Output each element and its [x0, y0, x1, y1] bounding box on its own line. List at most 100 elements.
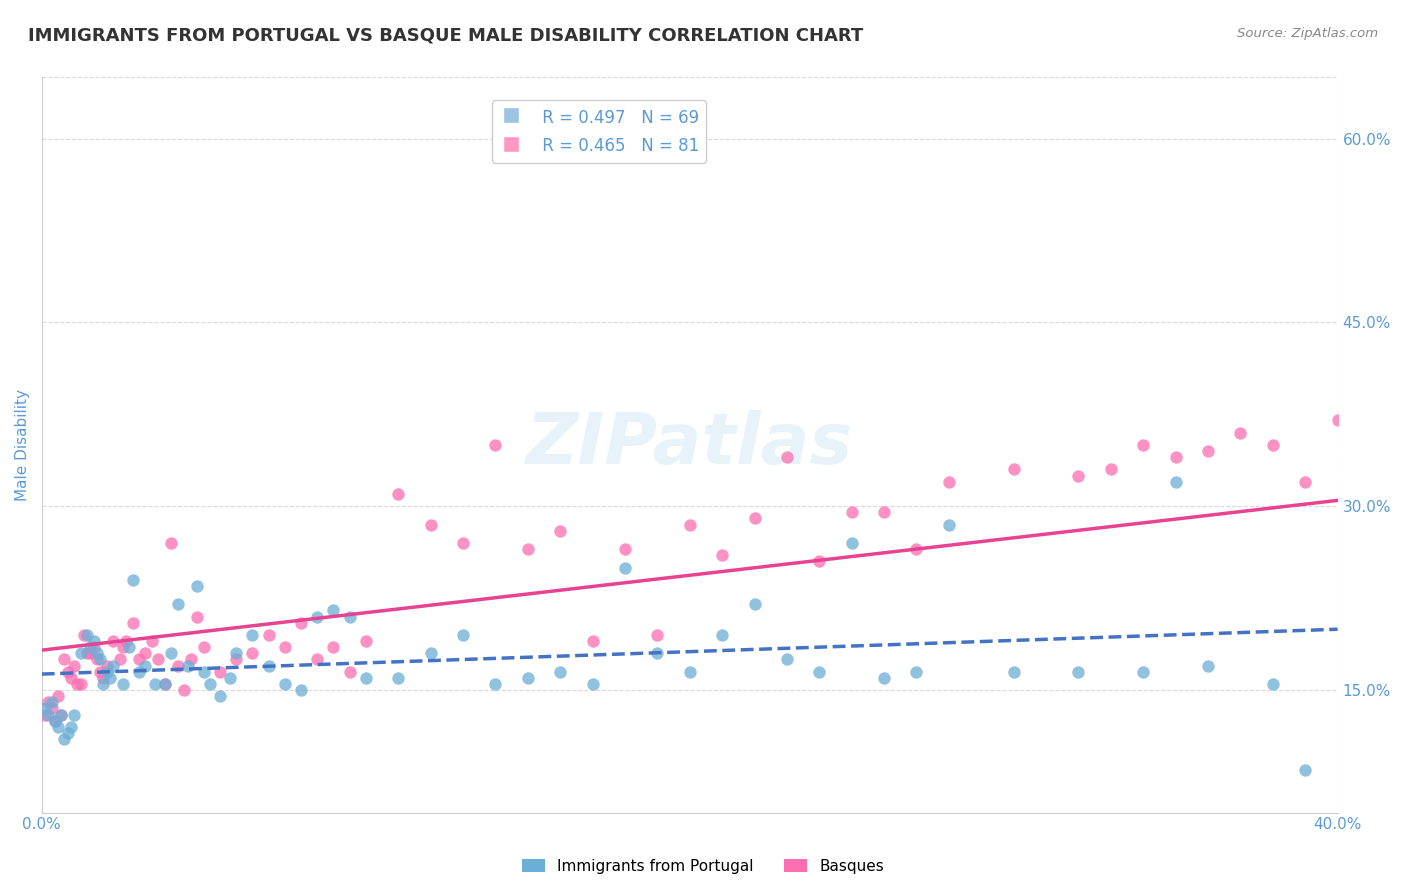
Point: [711, 548, 734, 562]
Point: [873, 505, 896, 519]
Point: [905, 665, 928, 679]
Point: [193, 665, 215, 679]
Point: [101, 634, 124, 648]
Point: [51, 707, 73, 722]
Point: [148, 652, 170, 666]
Point: [548, 665, 571, 679]
Point: [167, 597, 190, 611]
Point: [63, 658, 86, 673]
Point: [167, 658, 190, 673]
Point: [322, 640, 344, 654]
Point: [1164, 450, 1187, 465]
Point: [647, 628, 669, 642]
Point: [841, 505, 863, 519]
Point: [34, 707, 56, 722]
Point: [679, 665, 702, 679]
Point: [89, 652, 111, 666]
Point: [101, 658, 124, 673]
Point: [128, 665, 150, 679]
Point: [76, 646, 98, 660]
Point: [93, 671, 115, 685]
Point: [613, 542, 636, 557]
Legend:  R = 0.497   N = 69,  R = 0.465   N = 81: R = 0.497 N = 69, R = 0.465 N = 81: [492, 101, 706, 163]
Point: [93, 677, 115, 691]
Point: [218, 671, 240, 685]
Point: [307, 652, 329, 666]
Point: [83, 634, 105, 648]
Point: [121, 615, 143, 630]
Point: [679, 517, 702, 532]
Point: [176, 658, 198, 673]
Point: [225, 652, 247, 666]
Point: [46, 720, 69, 734]
Point: [208, 665, 231, 679]
Point: [134, 658, 156, 673]
Point: [274, 677, 297, 691]
Point: [153, 677, 176, 691]
Point: [56, 726, 79, 740]
Point: [419, 646, 441, 660]
Point: [1002, 462, 1025, 476]
Point: [1326, 413, 1348, 427]
Point: [242, 628, 264, 642]
Point: [160, 646, 183, 660]
Point: [613, 560, 636, 574]
Point: [186, 609, 208, 624]
Point: [1099, 462, 1122, 476]
Point: [96, 658, 118, 673]
Point: [744, 511, 766, 525]
Legend: Immigrants from Portugal, Basques: Immigrants from Portugal, Basques: [516, 853, 890, 880]
Point: [37, 695, 59, 709]
Point: [41, 701, 63, 715]
Point: [56, 665, 79, 679]
Point: [938, 517, 960, 532]
Point: [484, 677, 506, 691]
Point: [1261, 677, 1284, 691]
Point: [387, 487, 409, 501]
Point: [86, 646, 108, 660]
Point: [143, 677, 166, 691]
Point: [44, 714, 66, 728]
Point: [111, 640, 134, 654]
Point: [1358, 316, 1381, 330]
Point: [387, 671, 409, 685]
Point: [160, 536, 183, 550]
Point: [79, 640, 101, 654]
Point: [59, 720, 82, 734]
Point: [34, 701, 56, 715]
Y-axis label: Male Disability: Male Disability: [15, 389, 30, 501]
Point: [1067, 665, 1090, 679]
Point: [1294, 475, 1316, 489]
Point: [1261, 438, 1284, 452]
Point: [1197, 658, 1219, 673]
Point: [180, 652, 202, 666]
Point: [581, 677, 603, 691]
Point: [69, 646, 91, 660]
Point: [128, 652, 150, 666]
Point: [274, 640, 297, 654]
Point: [121, 573, 143, 587]
Point: [173, 683, 195, 698]
Point: [115, 634, 138, 648]
Point: [322, 603, 344, 617]
Point: [873, 671, 896, 685]
Point: [1132, 665, 1154, 679]
Point: [257, 628, 280, 642]
Point: [79, 646, 101, 660]
Text: ZIPatlas: ZIPatlas: [526, 410, 853, 480]
Point: [69, 677, 91, 691]
Point: [516, 542, 538, 557]
Point: [516, 671, 538, 685]
Point: [938, 475, 960, 489]
Point: [647, 646, 669, 660]
Point: [63, 707, 86, 722]
Point: [59, 671, 82, 685]
Point: [808, 665, 831, 679]
Point: [134, 646, 156, 660]
Point: [111, 677, 134, 691]
Point: [53, 732, 76, 747]
Point: [96, 665, 118, 679]
Point: [354, 634, 377, 648]
Point: [841, 536, 863, 550]
Point: [186, 579, 208, 593]
